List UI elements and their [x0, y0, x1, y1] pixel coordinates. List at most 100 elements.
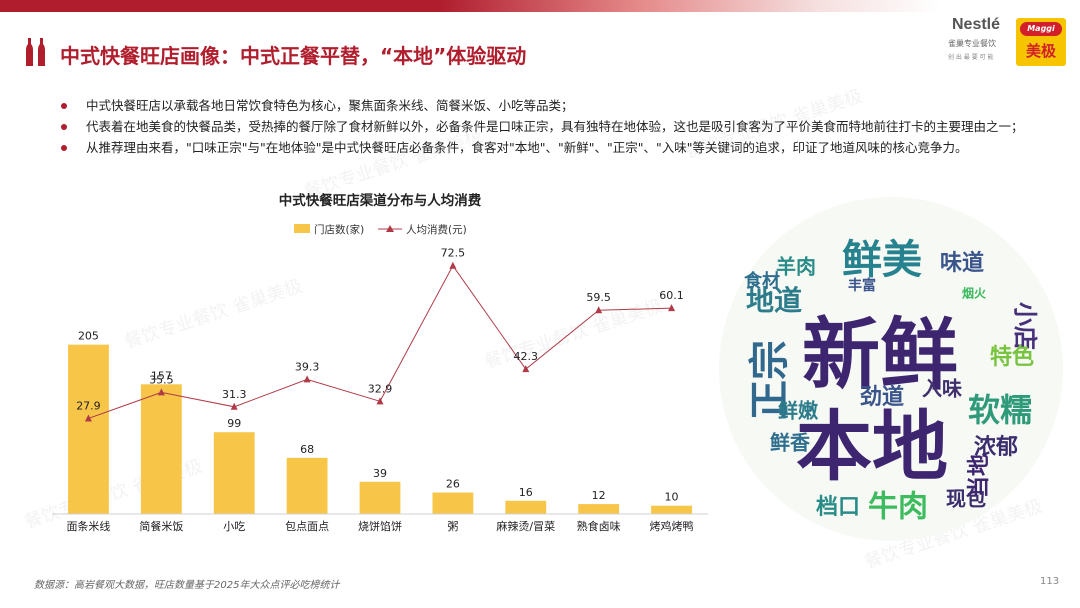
chart-title: 中式快餐旺店渠道分布与人均消费 — [279, 192, 482, 209]
wine-bottles-icon — [26, 38, 45, 66]
word-cloud-term: 鲜嫩 — [778, 399, 819, 423]
word-cloud-term: 浓郁 — [974, 434, 1018, 460]
line-point — [449, 261, 457, 269]
line-point — [230, 402, 238, 410]
x-tick-label: 粥 — [447, 520, 458, 533]
line-value-label: 59.5 — [586, 291, 611, 304]
word-cloud-term: 牛肉 — [868, 490, 928, 525]
bullet-item: 中式快餐旺店以承载各地日常饮食特色为核心，聚焦面条米线、简餐米饭、小吃等品类； — [61, 96, 1024, 116]
bar-烧饼馅饼 — [359, 481, 401, 514]
top-accent-bar — [0, 0, 1080, 12]
line-path — [88, 264, 672, 419]
data-labels: 205 157 99 68 39 26 16 12 10 27.9 35.5 31.3 39.3 32.9… — [76, 247, 684, 504]
word-cloud-term: 劲道 — [860, 384, 904, 410]
x-tick-label: 小吃 — [223, 520, 245, 533]
bar-value-label: 26 — [446, 478, 460, 491]
line-value-label: 35.5 — [149, 373, 174, 386]
word-cloud-term: 羊肉 — [776, 255, 816, 279]
word-cloud-term: 特色 — [990, 344, 1034, 370]
word-cloud-term: 现包 — [946, 487, 986, 511]
x-tick-label: 烧饼馅饼 — [358, 519, 402, 533]
legend-line-label: 人均消费(元) — [406, 223, 467, 236]
x-tick-label: 面条米线 — [66, 519, 110, 533]
page-title: 中式快餐旺店画像：中式正餐平替，“本地”体验驱动 — [60, 44, 527, 68]
word-cloud-term: 烟火 — [962, 287, 987, 301]
nestle-logo-sub: 雀巢专业餐饮 — [948, 39, 996, 48]
bar-小吃 — [213, 432, 255, 514]
bar-value-label: 16 — [519, 486, 533, 499]
line-value-label: 42.3 — [514, 350, 539, 363]
line-value-label: 39.3 — [295, 360, 320, 373]
line-point — [595, 306, 603, 314]
word-cloud-term: 档口 — [816, 495, 860, 520]
x-tick-label: 熟食卤味 — [577, 519, 621, 533]
bullet-list: 中式快餐旺店以承载各地日常饮食特色为核心，聚焦面条米线、简餐米饭、小吃等品类； … — [61, 96, 1024, 159]
x-tick-label: 简餐米饭 — [139, 519, 183, 533]
nestle-logo-tagline: 创 出 最 要 可 能 — [948, 54, 994, 61]
line-point — [84, 414, 92, 422]
bar-value-label: 12 — [592, 489, 606, 502]
bar-value-label: 39 — [373, 467, 387, 480]
bullet-text: 中式快餐旺店以承载各地日常饮食特色为核心，聚焦面条米线、简餐米饭、小吃等品类； — [86, 98, 574, 113]
bullet-item: 从推荐理由来看，"口味正宗"与"在地体验"是中式快餐旺店必备条件，食客对"本地"… — [61, 138, 1024, 158]
legend-bar-swatch — [294, 224, 310, 233]
page-number: 113 — [1040, 576, 1060, 587]
x-axis-ticks: 面条米线 简餐米饭 小吃 包点面点 烧饼馅饼 粥 麻辣烫/冒菜 熟食卤味 烤鸡烤鸭 — [66, 519, 693, 533]
bullet-dot-icon — [61, 124, 67, 130]
bullet-dot-icon — [61, 103, 67, 109]
line-point — [303, 375, 311, 383]
word-cloud-term: 当地 — [967, 454, 992, 498]
line-value-label: 72.5 — [441, 247, 466, 260]
word-cloud-backdrop — [719, 197, 1063, 541]
bar-value-label: 205 — [78, 330, 99, 343]
maggi-logo-text: Maggi — [1020, 22, 1062, 36]
x-tick-label: 包点面点 — [285, 520, 329, 533]
word-cloud-term: 鲜香 — [770, 431, 811, 455]
bar-value-label: 99 — [227, 417, 241, 430]
line-point — [157, 388, 165, 396]
maggi-logo-cn: 美极 — [1025, 42, 1056, 60]
bar-烤鸡烤鸭 — [651, 505, 692, 514]
line-value-label: 60.1 — [659, 289, 684, 302]
bullet-item: 代表着在地美食的快餐品类，受热捧的餐厅除了食材新鲜以外，必备条件是口味正宗，具有… — [61, 117, 1024, 137]
word-cloud-term: 新鲜 — [802, 310, 958, 400]
line-value-label: 27.9 — [76, 399, 101, 412]
word-cloud-term: 小店 — [1011, 302, 1039, 350]
line-point — [668, 304, 676, 312]
bar-包点面点 — [286, 457, 328, 514]
bar-面条米线 — [68, 344, 109, 514]
bar-value-label: 157 — [151, 369, 172, 382]
x-tick-label: 麻辣烫/冒菜 — [496, 519, 555, 533]
brand-logo: Nestlé 雀巢专业餐饮 创 出 最 要 可 能 Maggi 美极 — [940, 14, 1070, 70]
bullet-text: 代表着在地美食的快餐品类，受热捧的餐厅除了食材新鲜以外，必备条件是口味正宗，具有… — [86, 119, 1024, 134]
line-point — [522, 365, 530, 373]
bar-熟食卤味 — [578, 504, 620, 514]
bar-粥 — [432, 492, 474, 514]
x-tick-label: 烤鸡烤鸭 — [650, 519, 694, 533]
bar-麻辣烫/冒菜 — [505, 500, 547, 514]
bullet-text: 从推荐理由来看，"口味正宗"与"在地体验"是中式快餐旺店必备条件，食客对"本地"… — [86, 140, 968, 155]
bar-简餐米饭 — [140, 384, 182, 514]
word-cloud-term: 地道 — [746, 284, 802, 317]
word-cloud-term: 软糯 — [968, 391, 1032, 429]
nestle-logo-text: Nestlé — [952, 16, 1001, 33]
bar-value-label: 68 — [300, 443, 314, 456]
legend-line-marker — [386, 225, 394, 232]
line-value-label: 32.9 — [368, 382, 393, 395]
source-note: 数据源：高岩餐观大数据，旺店数量基于2025年大众点评必吃榜统计 — [34, 580, 340, 591]
combo-chart: 中式快餐旺店渠道分布与人均消费 门店数(家) 人均消费(元) 205 157 99 6… — [52, 192, 708, 533]
line-value-label: 31.3 — [222, 388, 247, 401]
chart-legend: 门店数(家) 人均消费(元) — [294, 223, 467, 236]
word-cloud-term: 正宗 — [747, 340, 793, 420]
bullet-dot-icon — [61, 145, 67, 151]
word-cloud-term: 丰富 — [848, 277, 876, 294]
legend-bar-label: 门店数(家) — [314, 223, 364, 236]
line-series — [84, 261, 676, 422]
word-cloud-term: 味道 — [940, 250, 984, 276]
bar-value-label: 10 — [665, 491, 679, 504]
word-cloud-term: 食材 — [743, 270, 780, 292]
line-point — [376, 397, 384, 405]
word-cloud-term: 入味 — [922, 377, 962, 401]
word-cloud-term: 本地 — [796, 402, 948, 491]
